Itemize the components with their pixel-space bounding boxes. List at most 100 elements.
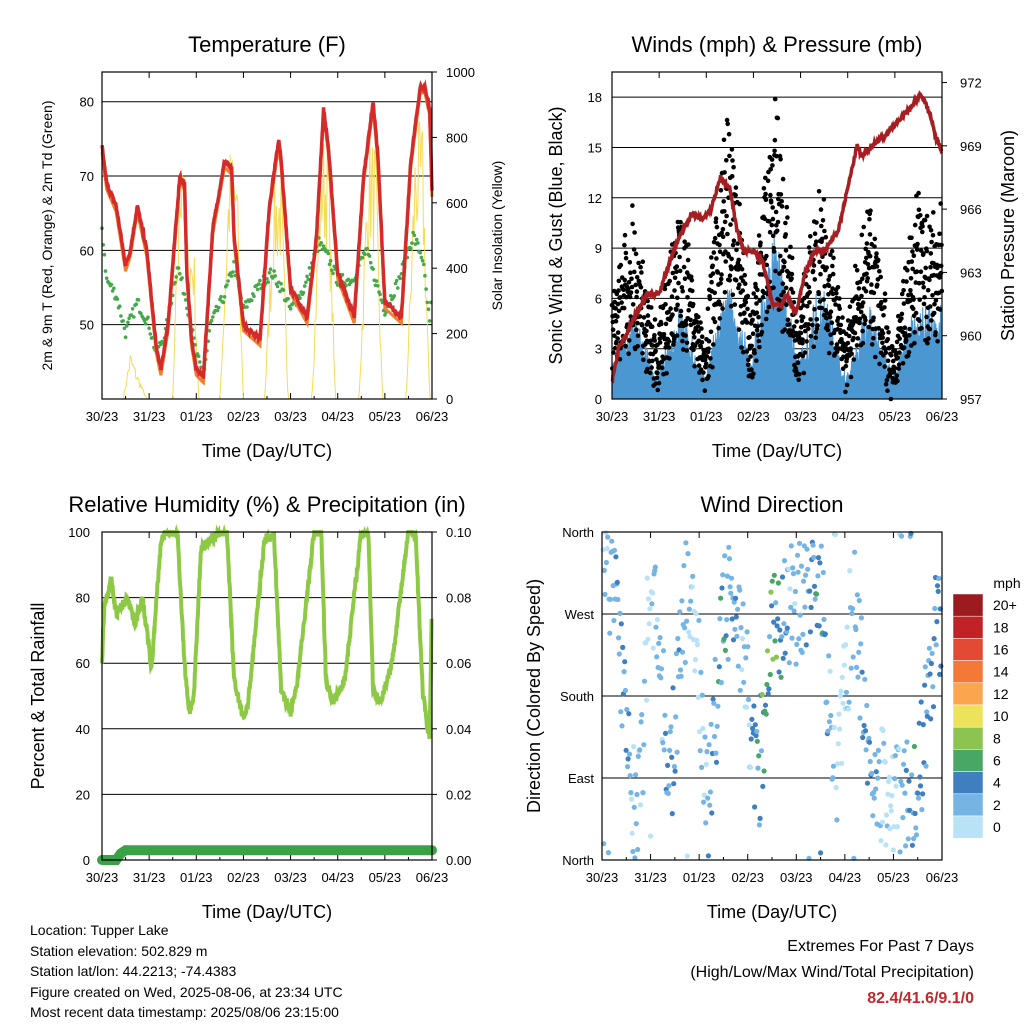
gust-point — [679, 285, 685, 290]
y2-tick-label: 966 — [960, 202, 982, 217]
gust-point — [924, 248, 930, 254]
direction-point — [767, 671, 773, 678]
gust-point — [757, 344, 762, 350]
gust-point — [628, 270, 633, 276]
gust-point — [629, 284, 635, 290]
gust-point — [892, 365, 898, 371]
gust-point — [779, 199, 784, 204]
gust-point — [871, 335, 876, 341]
direction-point — [903, 843, 909, 849]
direction-point — [781, 558, 788, 564]
gust-point — [917, 297, 922, 303]
gust-point — [921, 251, 926, 256]
direction-point — [893, 783, 899, 789]
direction-point — [807, 629, 814, 635]
direction-point — [835, 761, 841, 767]
gust-point — [718, 188, 724, 193]
gust-point — [756, 338, 762, 344]
direction-point — [601, 567, 607, 574]
gust-point — [659, 365, 665, 371]
dewpoint-point — [255, 287, 260, 292]
direction-point — [728, 590, 734, 596]
gust-point — [727, 278, 732, 283]
gust-point — [722, 170, 727, 175]
direction-point — [703, 761, 709, 767]
direction-point — [674, 749, 680, 755]
x-tick-label: 03/23 — [274, 870, 307, 885]
direction-point — [833, 784, 839, 791]
direction-point — [660, 648, 667, 654]
y2-tick-label: 600 — [446, 196, 468, 211]
recent-text: Most recent data timestamp: 2025/08/06 2… — [30, 1004, 339, 1020]
direction-point — [875, 775, 881, 781]
gust-point — [814, 317, 820, 322]
direction-point — [873, 769, 879, 775]
gust-point — [630, 221, 635, 227]
dewpoint-point — [112, 286, 116, 291]
direction-point — [623, 747, 629, 753]
gust-point — [634, 327, 639, 333]
gust-point — [898, 326, 904, 331]
gust-point — [785, 215, 790, 220]
x-tick-label: 02/23 — [731, 870, 764, 885]
gust-point — [891, 369, 897, 375]
gust-point — [795, 360, 801, 366]
gust-point — [899, 311, 905, 317]
gust-point — [688, 317, 693, 323]
gust-point — [800, 341, 805, 346]
gust-point — [718, 302, 723, 307]
gust-point — [710, 271, 716, 276]
gust-point — [873, 354, 878, 360]
direction-point — [695, 694, 701, 701]
gust-point — [613, 306, 618, 311]
gust-point — [635, 320, 640, 326]
temperature-xlabel: Time (Day/UTC) — [202, 441, 332, 461]
direction-point — [900, 815, 906, 821]
gust-point — [684, 340, 690, 346]
gust-point — [895, 355, 900, 361]
direction-point — [622, 687, 629, 694]
direction-point — [748, 736, 754, 742]
gust-point — [762, 216, 767, 222]
direction-point — [620, 644, 626, 651]
gust-point — [719, 272, 724, 277]
gust-point — [626, 280, 632, 285]
gust-point — [852, 330, 858, 336]
gust-point — [865, 262, 871, 267]
direction-point — [897, 849, 903, 855]
gust-point — [653, 348, 658, 354]
x-tick-label: 02/23 — [737, 409, 770, 424]
gust-point — [894, 339, 900, 345]
x-tick-label: 03/23 — [780, 870, 813, 885]
direction-point — [743, 704, 750, 710]
direction-point — [779, 634, 785, 640]
gust-point — [745, 293, 751, 299]
gust-point — [633, 282, 639, 288]
dewpoint-point — [286, 297, 291, 301]
direction-point — [700, 725, 706, 732]
direction-point — [660, 740, 666, 746]
gust-point — [848, 374, 854, 380]
direction-point — [759, 691, 765, 698]
gust-point — [616, 308, 622, 314]
gust-point — [720, 234, 726, 240]
direction-point — [722, 647, 729, 654]
direction-point — [799, 649, 805, 656]
gust-point — [742, 281, 748, 287]
gust-point — [771, 285, 776, 291]
gust-point — [857, 320, 862, 326]
gust-point — [927, 304, 933, 309]
direction-point — [797, 612, 803, 618]
direction-point — [692, 668, 698, 674]
direction-point — [792, 601, 798, 607]
direction-point — [751, 703, 757, 709]
gust-point — [667, 278, 672, 284]
created-text: Figure created on Wed, 2025-08-06, at 23… — [30, 983, 343, 1000]
x-tick-label: 02/23 — [227, 409, 260, 424]
gust-point — [623, 255, 629, 261]
gust-point — [821, 297, 826, 302]
gust-point — [763, 175, 768, 181]
gust-point — [737, 201, 742, 207]
dewpoint-point — [125, 324, 129, 328]
gust-point — [680, 288, 685, 294]
